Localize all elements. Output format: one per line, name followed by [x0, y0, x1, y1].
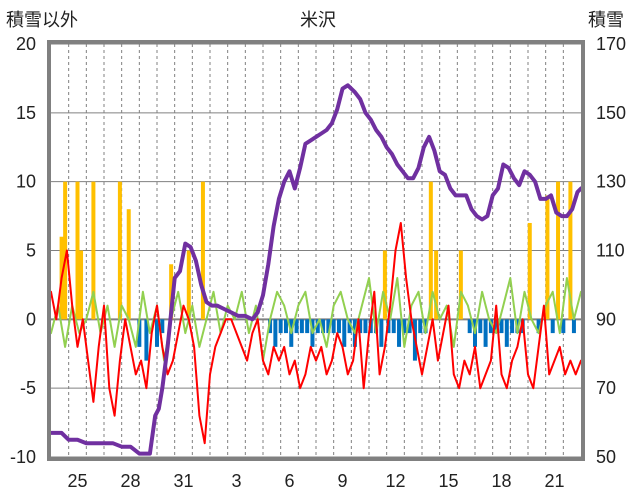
snow-decrease-bar — [561, 319, 566, 334]
snow-decrease-bar — [494, 319, 499, 334]
x-tick-label: 25 — [67, 471, 87, 491]
x-tick-label: 28 — [120, 471, 140, 491]
snow-decrease-bar — [483, 319, 488, 347]
left-tick-label: 20 — [16, 34, 36, 54]
x-tick-label: 9 — [337, 471, 347, 491]
snowfall-bar — [434, 250, 439, 320]
snowfall-bar — [428, 181, 433, 320]
snowfall-bar — [79, 250, 84, 320]
snowfall-bar — [568, 181, 573, 320]
snowfall-bar — [527, 222, 532, 320]
snow-decrease-bar — [407, 319, 412, 334]
right-tick-label: 110 — [596, 241, 625, 261]
snow-decrease-bar — [397, 319, 402, 347]
snow-decrease-bar — [423, 319, 428, 334]
snowfall-bar — [200, 181, 205, 320]
snow-decrease-bar — [294, 319, 299, 334]
right-tick-label: 50 — [596, 447, 616, 467]
snow-decrease-bar — [321, 319, 326, 334]
snow-decrease-bar — [550, 319, 555, 334]
wind-line — [50, 277, 582, 362]
snow-decrease-bar — [571, 319, 576, 334]
snow-decrease-bar — [278, 319, 283, 334]
plot-frame — [47, 40, 585, 461]
left-tick-label: -5 — [20, 378, 36, 398]
snow-decrease-bar — [488, 319, 493, 334]
x-tick-label: 6 — [284, 471, 294, 491]
snow-decrease-bar — [331, 319, 336, 334]
snow-decrease-bar — [326, 319, 331, 334]
snowfall-bar — [63, 181, 68, 320]
x-tick-label: 21 — [544, 471, 564, 491]
right-tick-label: 130 — [596, 172, 626, 192]
right-tick-label: 170 — [596, 34, 626, 54]
snow-decrease-bar — [283, 319, 288, 334]
left-axis-label: 積雪以外 — [6, 10, 78, 31]
snow-depth-line — [49, 83, 583, 456]
snowfall-bar — [75, 181, 80, 320]
snowfall-bar — [556, 181, 561, 320]
x-tick-label: 15 — [438, 471, 458, 491]
snow-decrease-bar — [402, 319, 407, 334]
right-tick-label: 90 — [596, 309, 616, 329]
snow-decrease-bar — [299, 319, 304, 334]
snow-decrease-bar — [315, 319, 320, 334]
snow-decrease-bar — [358, 319, 363, 334]
snow-decrease-bar — [137, 319, 142, 347]
snowfall-bar — [117, 181, 122, 320]
left-tick-label: 15 — [16, 103, 36, 123]
snow-decrease-bar — [467, 319, 472, 334]
snow-decrease-bar — [510, 319, 515, 334]
snowfall-bar — [169, 264, 174, 320]
left-tick-label: 0 — [26, 309, 36, 329]
left-tick-label: -10 — [10, 447, 36, 467]
snow-decrease-bar — [379, 319, 384, 347]
x-tick-label: 18 — [491, 471, 511, 491]
snow-decrease-bar — [418, 319, 423, 334]
snow-decrease-bar — [155, 319, 159, 347]
right-tick-label: 150 — [596, 103, 626, 123]
snow-decrease-bar — [273, 319, 278, 347]
temperature-line — [50, 222, 582, 445]
x-tick-label: 3 — [231, 471, 241, 491]
snowfall-bar — [382, 250, 387, 320]
snowfall-bar — [186, 250, 191, 320]
left-tick-label: 5 — [26, 241, 36, 261]
snow-decrease-bar — [499, 319, 504, 334]
snow-decrease-bar — [391, 319, 396, 334]
right-axis-label: 積雪 — [588, 10, 624, 31]
snow-decrease-bar — [305, 319, 310, 334]
snow-decrease-bar — [478, 319, 483, 334]
snow-decrease-bar — [160, 319, 165, 334]
snow-decrease-bar — [342, 319, 347, 347]
x-tick-label: 31 — [173, 471, 193, 491]
snow-decrease-bar — [504, 319, 509, 347]
x-tick-label: 12 — [385, 471, 405, 491]
snow-decrease-bar — [347, 319, 352, 334]
snow-decrease-bar — [363, 319, 368, 334]
chart-title: 米沢 — [300, 10, 336, 31]
snowfall-bar — [91, 181, 96, 320]
snow-decrease-bar — [144, 319, 149, 361]
snowfall-bar — [126, 209, 131, 320]
snowfall-bar — [458, 250, 463, 320]
snow-decrease-bar — [536, 319, 541, 334]
snow-decrease-bar — [336, 319, 341, 334]
snowfall-bar — [545, 195, 550, 320]
right-tick-label: 70 — [596, 378, 616, 398]
left-tick-label: 10 — [16, 172, 36, 192]
snow-decrease-bar — [268, 319, 273, 334]
